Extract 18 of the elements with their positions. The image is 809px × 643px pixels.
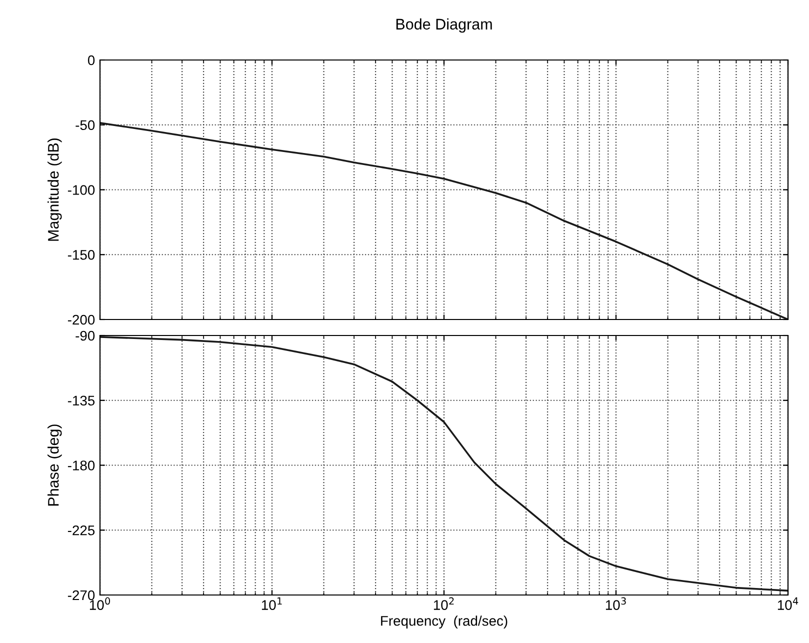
y-tick-label: -90 [76,330,95,341]
y-tick-label: -100 [68,185,95,195]
x-tick-label: 10$^{3}$ [606,597,626,610]
y-axis-title: Phase (deg) [48,424,62,506]
y-tick-label: -150 [68,250,95,260]
y-tick-label: -180 [68,460,95,470]
y-tick-label: -50 [76,120,95,130]
y-tick-label: -200 [68,314,95,325]
y-tick-label: 0 [88,55,95,66]
chart-title: Bode Diagram [396,18,492,33]
y-tick-label: -135 [68,396,95,406]
x-tick-label: 10$^{2}$ [434,597,454,610]
x-tick-label: 10$^{4}$ [778,597,798,610]
y-tick-label: -270 [68,590,95,600]
x-axis-title: Frequency (rad/sec) [381,616,508,629]
x-tick-label: 10$^{1}$ [262,597,282,610]
y-tick-label: -225 [68,525,95,536]
y-axis-title: Magnitude (dB) [48,138,62,241]
